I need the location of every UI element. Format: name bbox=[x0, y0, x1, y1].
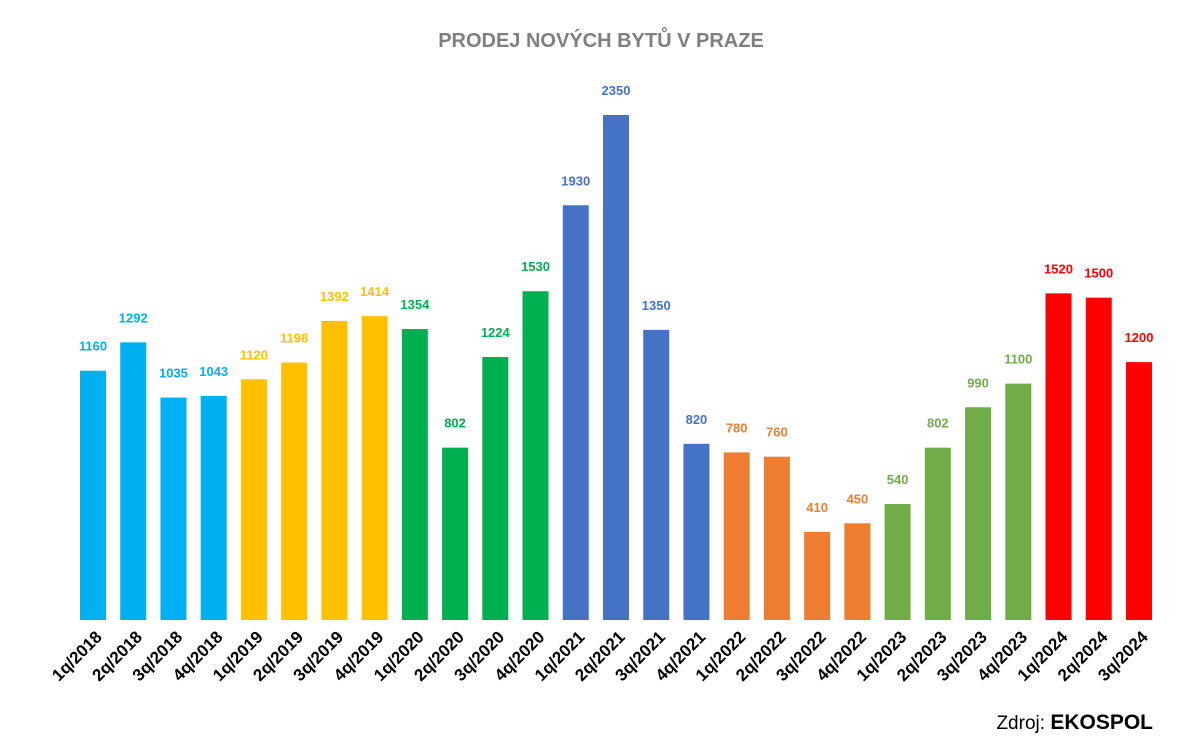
source-note: Zdroj: EKOSPOL bbox=[996, 711, 1153, 735]
data-label: 1224 bbox=[481, 325, 511, 340]
chart-title: PRODEJ NOVÝCH BYTŮ V PRAZE bbox=[438, 26, 764, 52]
source-name: EKOSPOL bbox=[1050, 711, 1153, 734]
source-label: Zdroj: bbox=[996, 713, 1046, 734]
bar-2q/2018 bbox=[120, 342, 147, 620]
bar-2q/2022 bbox=[763, 456, 790, 620]
bar-1q/2019 bbox=[240, 379, 267, 620]
data-label: 1354 bbox=[400, 297, 430, 312]
bar-3q/2019 bbox=[321, 320, 348, 620]
data-label: 1120 bbox=[240, 347, 268, 362]
bar-4q/2023 bbox=[1005, 383, 1032, 620]
bar-1q/2024 bbox=[1045, 293, 1072, 620]
bar-2q/2023 bbox=[924, 447, 951, 620]
data-label: 1350 bbox=[642, 298, 671, 313]
data-label: 1198 bbox=[280, 331, 308, 346]
bar-3q/2018 bbox=[160, 397, 187, 620]
bar-3q/2024 bbox=[1125, 362, 1152, 620]
bar-3q/2022 bbox=[804, 531, 831, 620]
bar-4q/2021 bbox=[683, 443, 710, 620]
data-label: 540 bbox=[887, 472, 909, 487]
data-label: 1414 bbox=[360, 284, 390, 299]
data-label: 760 bbox=[766, 425, 788, 440]
bar-3q/2023 bbox=[965, 407, 992, 620]
data-label: 1530 bbox=[521, 259, 550, 274]
bar-1q/2020 bbox=[401, 329, 428, 620]
data-label: 1392 bbox=[320, 289, 349, 304]
data-label: 802 bbox=[444, 416, 466, 431]
data-label: 1035 bbox=[159, 366, 188, 381]
bar-1q/2018 bbox=[80, 370, 106, 620]
bar-3q/2020 bbox=[482, 356, 509, 620]
bar-4q/2020 bbox=[522, 291, 549, 620]
data-label: 820 bbox=[686, 412, 708, 427]
data-label: 410 bbox=[806, 500, 828, 515]
bar-1q/2022 bbox=[723, 452, 750, 620]
bar-4q/2018 bbox=[200, 395, 227, 620]
bar-4q/2019 bbox=[361, 316, 388, 620]
bar-1q/2021 bbox=[562, 205, 589, 621]
bar-2q/2021 bbox=[602, 115, 629, 620]
data-label: 450 bbox=[847, 491, 869, 506]
data-label: 2350 bbox=[602, 83, 631, 98]
data-label: 802 bbox=[927, 416, 949, 431]
bar-2q/2024 bbox=[1085, 297, 1112, 620]
data-label: 1200 bbox=[1125, 330, 1154, 345]
data-label: 1520 bbox=[1044, 261, 1073, 276]
data-label: 990 bbox=[967, 375, 989, 390]
data-label: 1160 bbox=[79, 339, 107, 354]
data-label: 1100 bbox=[1004, 352, 1032, 367]
bar-4q/2022 bbox=[844, 523, 871, 620]
bar-3q/2021 bbox=[643, 329, 670, 620]
data-label: 1292 bbox=[119, 310, 148, 325]
data-label: 1930 bbox=[561, 173, 590, 188]
bar-1q/2023 bbox=[884, 503, 911, 620]
data-label: 1500 bbox=[1084, 266, 1113, 281]
bar-2q/2019 bbox=[281, 362, 308, 620]
data-label: 1043 bbox=[199, 364, 228, 379]
bar-2q/2020 bbox=[442, 447, 469, 620]
data-label: 780 bbox=[726, 420, 748, 435]
